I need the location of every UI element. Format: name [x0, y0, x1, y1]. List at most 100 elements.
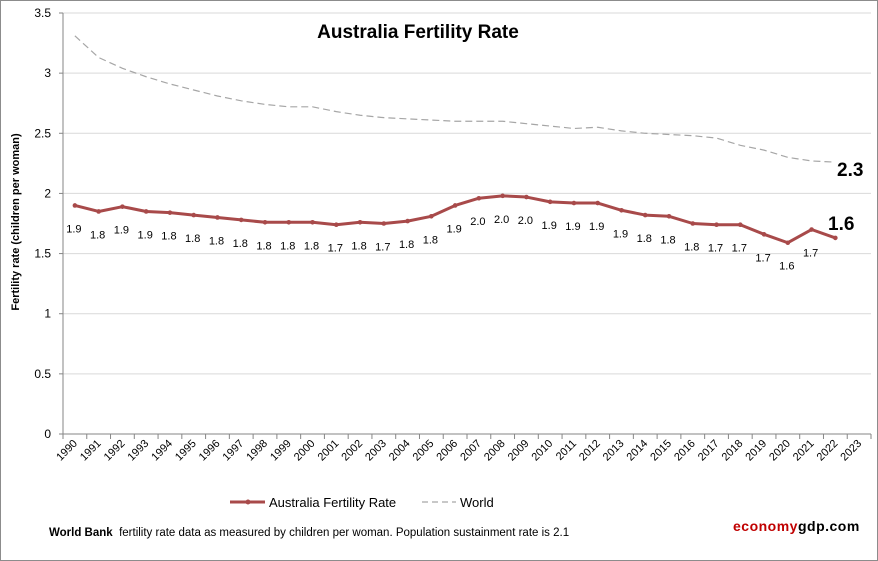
- legend-item-australia[interactable]: Australia Fertility Rate: [230, 495, 396, 510]
- x-tick-label: 2019: [743, 438, 769, 464]
- data-label: 2.0: [494, 214, 509, 226]
- australia-point[interactable]: [595, 200, 601, 206]
- x-tick-label: 1992: [102, 438, 128, 464]
- legend-marker-australia: [245, 499, 251, 505]
- australia-point[interactable]: [310, 219, 315, 225]
- australia-point[interactable]: [737, 222, 743, 228]
- data-label: 1.8: [399, 239, 414, 251]
- x-tick-label: 1996: [197, 438, 223, 464]
- x-tick-label: 2003: [363, 438, 389, 464]
- y-tick-label: 0.5: [34, 367, 51, 381]
- gridlines: [63, 12, 871, 375]
- australia-point[interactable]: [120, 204, 125, 209]
- australia-point[interactable]: [642, 212, 648, 218]
- data-label: 1.9: [66, 223, 81, 235]
- australia-point[interactable]: [143, 209, 149, 214]
- australia-point[interactable]: [96, 209, 101, 214]
- x-tick-label: 2008: [482, 438, 508, 464]
- footer-text: fertility rate data as measured by child…: [119, 527, 570, 539]
- data-label: 1.8: [209, 235, 224, 247]
- australia-point[interactable]: [452, 203, 458, 208]
- y-tick-label: 2: [44, 186, 51, 200]
- world-end-annotation: 2.3: [837, 160, 863, 181]
- x-tick-label: 1991: [78, 438, 104, 464]
- australia-point[interactable]: [72, 203, 78, 208]
- x-tick-label: 2016: [672, 438, 698, 464]
- y-tick-label: 1: [44, 307, 51, 321]
- data-label: 1.8: [233, 238, 248, 250]
- x-tick-label: 2021: [791, 438, 817, 464]
- australia-point[interactable]: [666, 213, 672, 219]
- australia-point[interactable]: [500, 193, 505, 199]
- y-tick-label: 3.5: [34, 6, 51, 20]
- australia-point[interactable]: [381, 221, 387, 226]
- x-tick-label: 2002: [339, 438, 365, 464]
- x-tick-label: 2005: [411, 438, 437, 464]
- australia-point[interactable]: [238, 217, 244, 223]
- series-australia: [72, 193, 838, 246]
- australia-end-annotation: 1.6: [828, 214, 854, 235]
- x-tick-label: 1998: [244, 438, 270, 464]
- x-tick-label: 2022: [815, 438, 841, 464]
- brand-logo[interactable]: economygdp.com: [733, 518, 860, 534]
- data-label: 1.8: [684, 242, 699, 254]
- y-tick-label: 0: [44, 427, 51, 441]
- data-label: 1.9: [138, 229, 153, 241]
- x-tick-label: 2001: [316, 438, 342, 464]
- australia-point[interactable]: [215, 215, 220, 220]
- data-label: 1.7: [732, 243, 747, 255]
- x-tick-label: 2018: [720, 438, 746, 464]
- australia-point[interactable]: [429, 213, 434, 219]
- data-label: 1.9: [589, 221, 604, 233]
- x-tick-label: 2000: [292, 438, 318, 464]
- x-tick-label: 2012: [577, 438, 603, 464]
- australia-point[interactable]: [357, 219, 363, 225]
- australia-point[interactable]: [286, 219, 292, 225]
- data-label: 1.9: [446, 223, 461, 235]
- australia-point[interactable]: [809, 227, 814, 232]
- x-tick-label: 1990: [54, 438, 80, 464]
- series-world: [74, 35, 836, 163]
- australia-point[interactable]: [405, 218, 410, 224]
- australia-point[interactable]: [167, 210, 173, 215]
- brand-part1: economy: [733, 518, 798, 534]
- x-tick-label: 2020: [767, 438, 793, 464]
- x-tick-label: 2015: [648, 438, 674, 464]
- australia-point[interactable]: [785, 240, 791, 246]
- legend-item-world[interactable]: World: [422, 495, 494, 510]
- x-tick-label: 2007: [458, 438, 484, 464]
- australia-point[interactable]: [476, 195, 482, 201]
- legend-label-world: World: [460, 495, 494, 510]
- australia-point[interactable]: [333, 222, 339, 228]
- x-tick-label: 1994: [149, 438, 175, 464]
- x-tick-label: 1999: [268, 438, 294, 464]
- x-tick-label: 2013: [601, 438, 627, 464]
- australia-point[interactable]: [833, 235, 838, 241]
- data-label: 1.8: [637, 233, 652, 245]
- data-label: 2.0: [470, 216, 485, 228]
- data-label: 1.8: [185, 233, 200, 245]
- legend: Australia Fertility Rate World: [230, 495, 494, 510]
- australia-point[interactable]: [262, 219, 268, 225]
- data-label: 1.7: [803, 248, 818, 260]
- data-label: 1.8: [351, 240, 366, 252]
- australia-point[interactable]: [191, 212, 197, 218]
- data-label: 1.8: [256, 240, 271, 252]
- australia-point[interactable]: [547, 199, 553, 205]
- australia-point[interactable]: [571, 200, 577, 206]
- australia-point[interactable]: [690, 221, 696, 226]
- data-label: 1.9: [565, 221, 580, 233]
- australia-point[interactable]: [714, 222, 719, 228]
- australia-point[interactable]: [761, 232, 767, 237]
- data-label: 1.9: [542, 220, 557, 232]
- data-label: 1.8: [161, 231, 176, 243]
- chart-title: Australia Fertility Rate: [317, 22, 519, 43]
- australia-point[interactable]: [619, 207, 624, 213]
- data-label: 1.9: [114, 225, 129, 237]
- data-label: 1.7: [328, 243, 343, 255]
- axes: [62, 13, 871, 435]
- australia-point[interactable]: [524, 194, 529, 200]
- data-label: 1.7: [708, 243, 723, 255]
